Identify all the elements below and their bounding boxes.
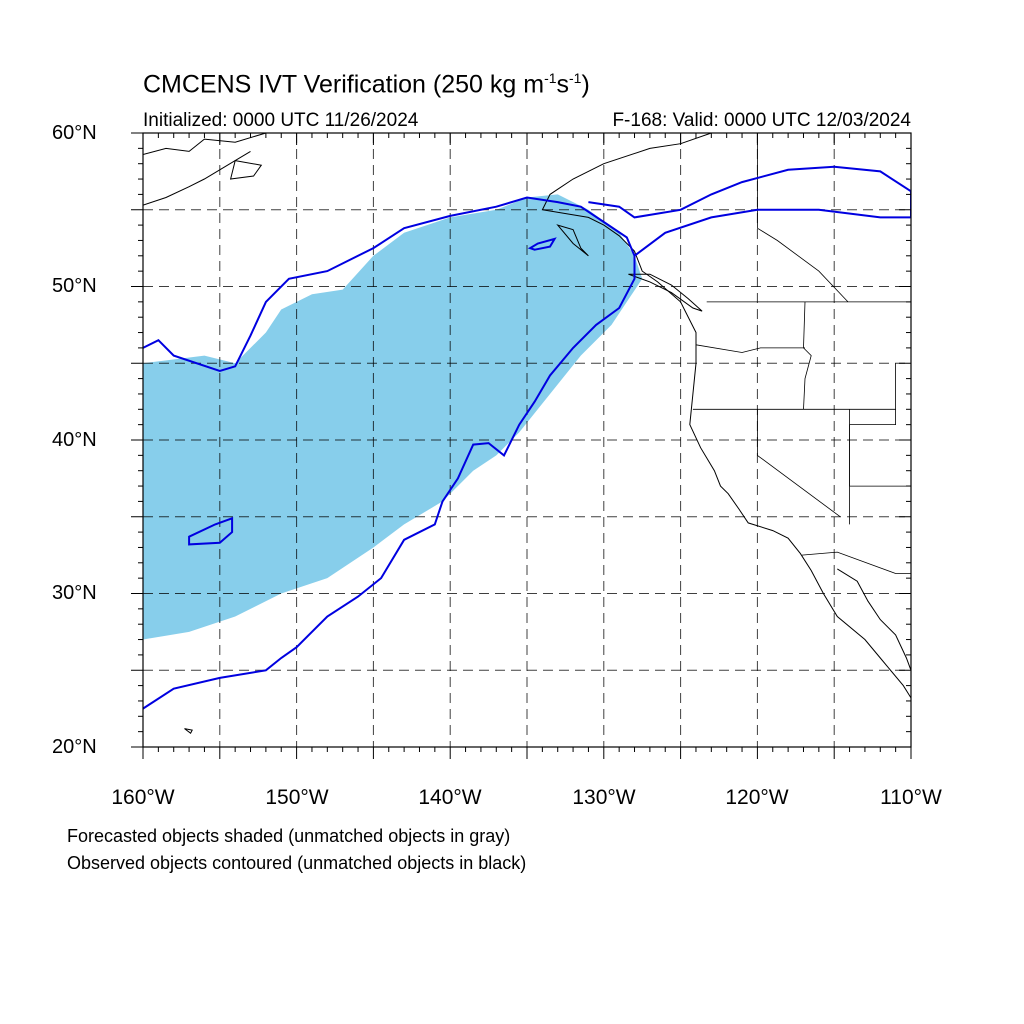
political-border bbox=[757, 133, 849, 303]
lon-label-110w: 110°W bbox=[880, 786, 942, 809]
lat-label-60: 60°N bbox=[52, 122, 97, 144]
island-outline bbox=[556, 224, 589, 257]
island-outline bbox=[184, 728, 193, 734]
island-outline bbox=[229, 160, 263, 180]
title-sup1: -1 bbox=[544, 70, 557, 86]
legend-note-observed: Observed objects contoured (unmatched ob… bbox=[67, 853, 527, 873]
observed-object-contour bbox=[143, 196, 636, 710]
political-border bbox=[803, 301, 812, 410]
island-outline bbox=[211, 746, 214, 747]
lon-label-120w: 120°W bbox=[725, 786, 789, 809]
political-border bbox=[801, 551, 911, 574]
init-time-label: Initialized: 0000 UTC 11/26/2024 bbox=[143, 110, 419, 131]
title-end: ) bbox=[581, 70, 590, 99]
island-outline bbox=[628, 273, 703, 312]
observed-object-contour-small bbox=[527, 237, 557, 251]
coastline-west bbox=[541, 133, 911, 699]
observed-object-contour-small bbox=[188, 516, 234, 546]
title-mid: s bbox=[556, 70, 570, 99]
observed-object-contour-canada bbox=[588, 165, 911, 257]
lon-label-140w: 140°W bbox=[418, 786, 482, 809]
lat-label-50: 50°N bbox=[52, 275, 97, 297]
lat-label-20: 20°N bbox=[52, 736, 97, 758]
lat-label-40: 40°N bbox=[52, 429, 97, 451]
legend-note-forecast: Forecasted objects shaded (unmatched obj… bbox=[67, 826, 511, 846]
lon-label-130w: 130°W bbox=[572, 786, 636, 809]
title-sup2: -1 bbox=[569, 70, 582, 86]
title-main: CMCENS IVT Verification (250 kg m bbox=[143, 70, 545, 99]
political-border bbox=[695, 344, 805, 353]
lon-label-150w: 150°W bbox=[265, 786, 329, 809]
valid-time-label: F-168: Valid: 0000 UTC 12/03/2024 bbox=[612, 110, 911, 131]
coastline-gulf bbox=[837, 568, 911, 671]
coastline-alaska bbox=[143, 133, 267, 155]
forecast-object-shade bbox=[143, 194, 643, 640]
chart-title: CMCENS IVT Verification (250 kg m-1s-1) bbox=[143, 70, 590, 99]
political-border bbox=[849, 363, 911, 487]
political-border bbox=[757, 409, 841, 518]
lat-label-30: 30°N bbox=[52, 582, 97, 604]
lon-label-160w: 160°W bbox=[111, 786, 175, 809]
